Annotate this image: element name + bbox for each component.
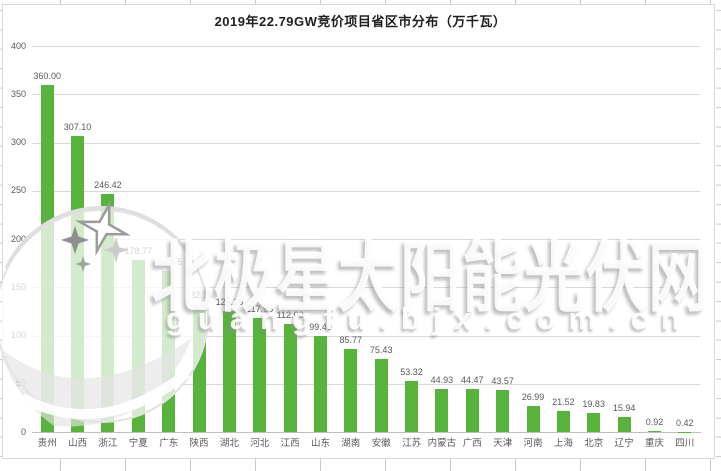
category-label: 山东 <box>310 438 330 449</box>
category-label: 上海 <box>553 438 573 449</box>
category-label: 内蒙古 <box>427 438 457 449</box>
gridline <box>32 383 700 385</box>
sheet-grid-top <box>0 0 721 4</box>
category-label: 广西 <box>462 438 482 449</box>
category-label: 河南 <box>523 438 543 449</box>
chart-title: 2019年22.79GW竞价项目省区市分布（万千瓦） <box>214 14 507 29</box>
value-label: 178.77 <box>124 245 153 256</box>
y-axis-tick-label: 150 <box>10 281 26 292</box>
bar-河北[interactable] <box>253 318 267 432</box>
bar-广西[interactable] <box>465 389 479 432</box>
value-label: 246.42 <box>94 180 122 191</box>
y-axis-tick-label: 50 <box>15 378 26 389</box>
bar-湖南[interactable] <box>344 349 358 432</box>
bar-宁夏[interactable] <box>131 259 145 432</box>
category-label: 山西 <box>68 438 88 449</box>
y-axis-tick-label: 200 <box>10 233 26 244</box>
sheet-grid-left <box>0 0 2 471</box>
value-label: 166.55 <box>154 257 183 268</box>
category-label: 天津 <box>493 438 513 449</box>
value-label: 360.00 <box>33 70 61 81</box>
value-label: 0.42 <box>676 417 694 428</box>
category-label: 四川 <box>675 438 695 449</box>
bar-贵州[interactable] <box>40 84 54 432</box>
value-label: 53.32 <box>400 366 423 377</box>
category-label: 江西 <box>280 438 300 449</box>
bar-安徽[interactable] <box>374 359 388 432</box>
value-label: 125.16 <box>215 297 244 308</box>
bar-天津[interactable] <box>496 390 510 432</box>
bar-河南[interactable] <box>526 406 540 432</box>
category-label: 湖北 <box>219 438 239 449</box>
bar-上海[interactable] <box>556 411 570 432</box>
sheet-grid-bottom <box>0 459 721 471</box>
category-label: 重庆 <box>644 438 664 449</box>
category-label: 湖南 <box>341 438 361 449</box>
gridline <box>32 142 700 144</box>
gridline <box>32 46 700 47</box>
category-label: 北京 <box>584 438 604 449</box>
value-label: 19.83 <box>582 398 605 409</box>
value-label: 307.10 <box>63 121 92 132</box>
category-label: 河北 <box>250 438 270 449</box>
gridline <box>32 190 700 192</box>
sheet-grid-right <box>716 0 721 471</box>
bar-江西[interactable] <box>283 323 297 432</box>
y-axis-tick-label: 0 <box>20 426 26 437</box>
value-label: 26.99 <box>521 392 545 402</box>
x-axis-line <box>32 432 701 433</box>
bar-浙江[interactable] <box>101 194 115 432</box>
value-label: 85.77 <box>339 335 363 346</box>
bar-山东[interactable] <box>314 336 327 432</box>
value-label: 0.92 <box>645 417 664 428</box>
gridline <box>32 287 700 289</box>
value-label: 99.40 <box>309 322 332 333</box>
bar-江苏[interactable] <box>405 380 418 432</box>
category-label: 广东 <box>159 438 179 449</box>
value-label: 44.47 <box>461 375 484 386</box>
bar-重庆[interactable] <box>648 431 661 432</box>
value-label: 21.52 <box>552 397 575 408</box>
y-axis-tick-label: 350 <box>10 88 26 99</box>
gridline <box>32 335 700 337</box>
value-label: 44.93 <box>430 374 454 385</box>
y-axis-tick-label: 400 <box>10 40 26 51</box>
value-label: 75.43 <box>369 345 393 356</box>
bar-辽宁[interactable] <box>617 416 631 432</box>
category-label: 安徽 <box>371 438 391 449</box>
bar-内蒙古[interactable] <box>435 388 449 432</box>
y-axis-tick-label: 100 <box>10 330 26 340</box>
category-label: 贵州 <box>37 438 57 449</box>
value-label: 43.57 <box>491 376 514 386</box>
value-label: 112.00 <box>276 309 304 320</box>
y-axis-tick-label: 250 <box>10 185 26 196</box>
category-label: 江苏 <box>402 438 422 449</box>
value-label: 15.94 <box>612 402 636 413</box>
y-axis-tick-label: 300 <box>10 137 26 147</box>
category-label: 宁夏 <box>128 438 148 449</box>
bar-陕西[interactable] <box>192 304 206 432</box>
gridline <box>32 239 700 240</box>
bar-湖北[interactable] <box>222 311 236 432</box>
bar-北京[interactable] <box>587 412 601 432</box>
category-label: 浙江 <box>98 438 118 449</box>
category-label: 辽宁 <box>614 438 634 449</box>
category-label: 陕西 <box>189 438 209 449</box>
value-label: 117.98 <box>246 304 274 315</box>
gridline <box>32 94 700 96</box>
